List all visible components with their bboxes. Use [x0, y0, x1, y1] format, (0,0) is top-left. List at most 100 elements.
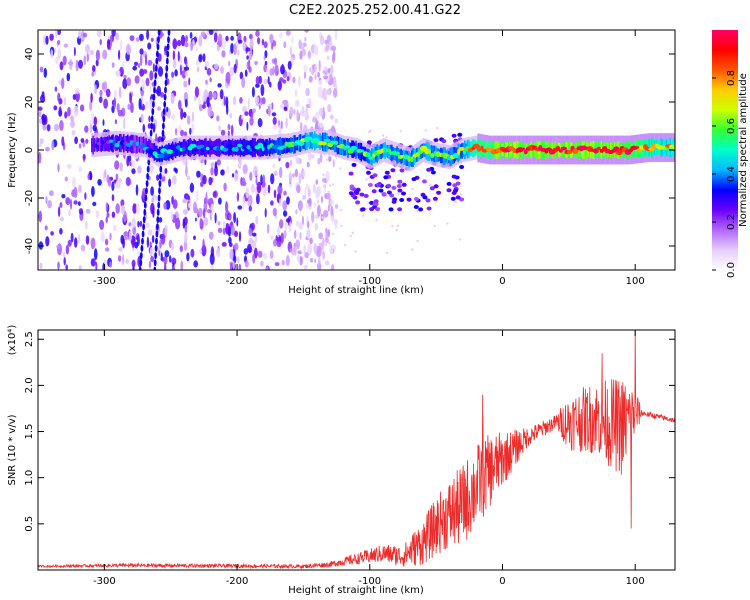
- noise-blob: [289, 159, 293, 166]
- noise-blob: [73, 186, 78, 199]
- noise-blob: [269, 250, 274, 260]
- noise-blob: [239, 71, 244, 80]
- noise-blob: [255, 177, 258, 186]
- noise-blob: [57, 92, 61, 102]
- noise-blob: [157, 106, 161, 111]
- noise-blob: [78, 184, 82, 193]
- noise-blob: [223, 95, 226, 106]
- noise-blob: [85, 220, 88, 230]
- noise-blob: [72, 176, 76, 189]
- track-spread-blob: [453, 188, 459, 193]
- noise-blob: [239, 97, 243, 104]
- noise-blob: [228, 212, 232, 221]
- streak-blob: [149, 129, 153, 137]
- noise-blob: [57, 261, 60, 270]
- noise-blob: [277, 184, 283, 195]
- track-core-blob: [261, 146, 265, 152]
- noise-blob: [237, 256, 240, 264]
- track-core-blob: [476, 146, 482, 152]
- noise-blob: [128, 222, 132, 227]
- noise-blob: [169, 255, 172, 263]
- track-spread-blob: [384, 170, 390, 175]
- noise-blob: [327, 204, 330, 212]
- track-core-blob: [365, 152, 371, 158]
- noise-blob: [230, 35, 234, 41]
- track-core-blob: [189, 143, 197, 149]
- streak-blob: [156, 50, 159, 58]
- noise-blob: [272, 124, 278, 130]
- noise-blob: [95, 261, 98, 270]
- noise-blob: [208, 30, 214, 36]
- snr-x-ticks: -300 -200 -100 0 100: [93, 330, 645, 587]
- noise-blob: [296, 255, 301, 263]
- noise-blob: [318, 257, 321, 265]
- track-band: [371, 148, 373, 165]
- noise-blob: [273, 170, 278, 176]
- noise-blob: [242, 105, 247, 113]
- noise-blob: [147, 42, 152, 50]
- noise-blob: [105, 88, 111, 98]
- noise-blob: [287, 60, 292, 70]
- noise-blob: [349, 234, 352, 238]
- track-spread-blob: [355, 200, 361, 205]
- noise-blob: [214, 63, 219, 70]
- noise-blob: [220, 66, 224, 74]
- noise-blob: [87, 173, 90, 180]
- noise-blob: [152, 63, 155, 73]
- noise-blob: [323, 185, 326, 195]
- noise-blob: [293, 245, 297, 256]
- noise-blob: [208, 231, 214, 240]
- track-spread-blob: [433, 184, 439, 189]
- noise-blob: [300, 257, 303, 263]
- noise-blob: [322, 87, 327, 98]
- noise-blob: [109, 232, 112, 241]
- noise-blob: [227, 124, 231, 131]
- streak-blob: [151, 108, 155, 116]
- track-spread-blob: [369, 200, 375, 205]
- noise-blob: [249, 38, 254, 50]
- spectrogram-x-tick-label: -100: [358, 276, 381, 287]
- track-spread-blob: [386, 183, 392, 188]
- noise-blob: [164, 45, 168, 54]
- noise-blob: [74, 237, 78, 248]
- track-core-blob: [560, 146, 568, 151]
- noise-blob: [230, 42, 234, 54]
- noise-blob: [399, 129, 402, 133]
- noise-blob: [132, 203, 137, 214]
- noise-blob: [273, 189, 277, 199]
- track-spread-blob: [375, 207, 381, 212]
- track-band: [116, 135, 118, 151]
- noise-blob: [198, 207, 203, 218]
- noise-blob: [44, 225, 48, 231]
- track-spread-blob: [426, 206, 432, 211]
- noise-blob: [375, 218, 378, 222]
- noise-blob: [157, 136, 162, 143]
- streak-blob: [152, 93, 156, 101]
- track-spread-blob: [430, 170, 436, 175]
- track-spread-blob: [432, 196, 438, 201]
- noise-blob: [171, 242, 175, 251]
- noise-blob: [233, 172, 239, 182]
- noise-blob: [319, 35, 325, 46]
- noise-blob: [247, 200, 251, 207]
- track-core-blob: [555, 145, 561, 152]
- noise-blob: [299, 205, 302, 212]
- noise-blob: [248, 205, 252, 212]
- noise-blob: [70, 120, 75, 128]
- track-spread-blob: [383, 175, 389, 180]
- noise-blob: [182, 111, 187, 118]
- track-core-blob: [246, 145, 251, 150]
- track-band: [140, 136, 142, 154]
- noise-blob: [137, 63, 141, 68]
- noise-blob: [333, 87, 338, 98]
- noise-blob: [279, 32, 282, 39]
- noise-blob: [325, 44, 330, 52]
- noise-blob: [302, 195, 306, 200]
- noise-blob: [241, 181, 247, 186]
- noise-blob: [147, 123, 151, 129]
- noise-blob: [327, 190, 330, 193]
- noise-blob: [243, 248, 249, 255]
- noise-blob: [228, 60, 231, 67]
- noise-blob: [266, 66, 269, 77]
